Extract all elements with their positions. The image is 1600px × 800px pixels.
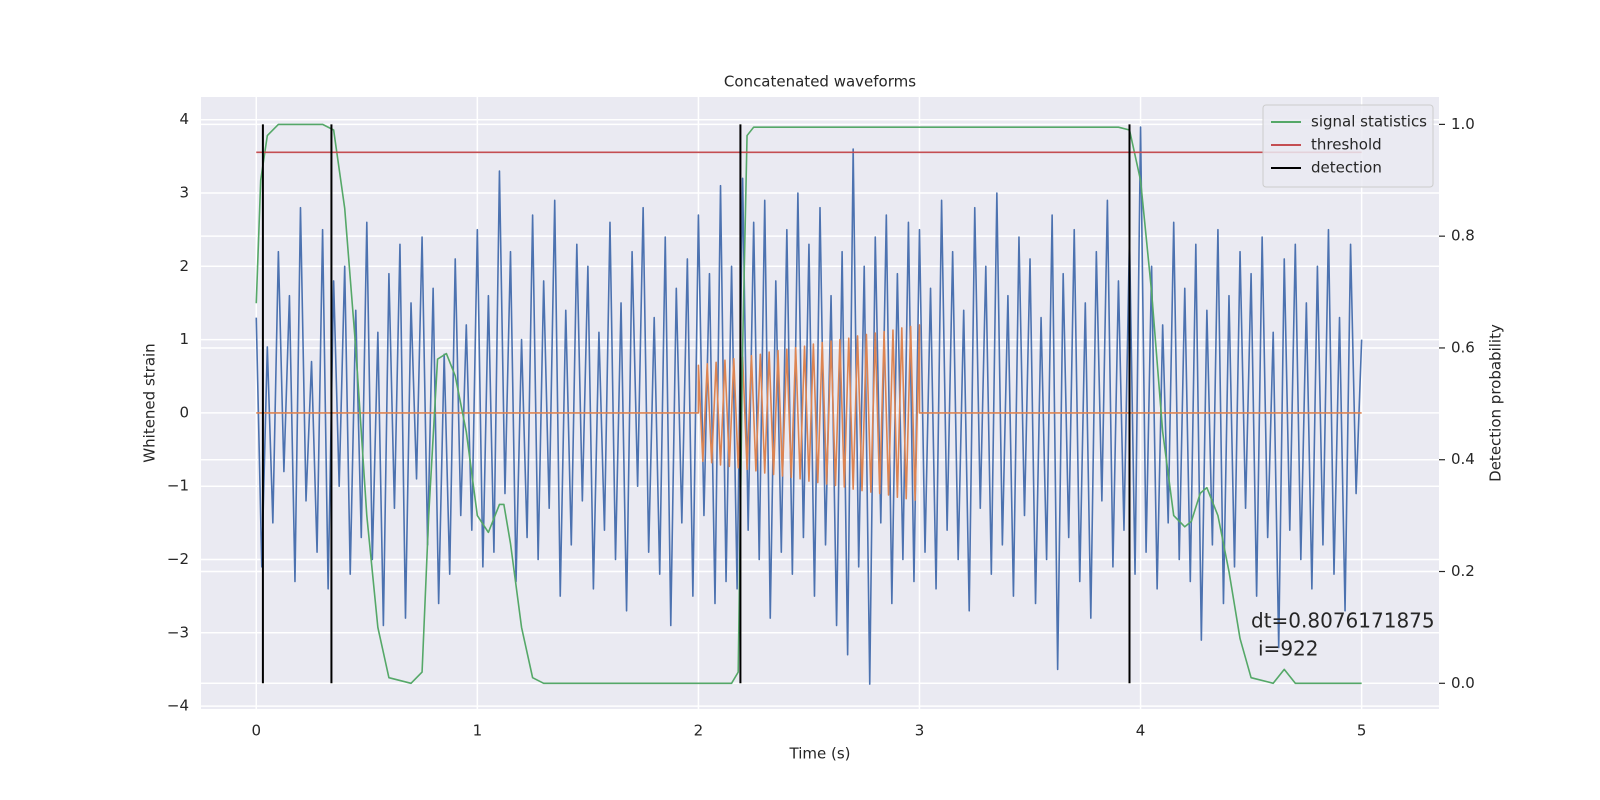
y-tick-label: 1 bbox=[179, 330, 189, 348]
annotation: dt=0.8076171875 bbox=[1251, 609, 1435, 633]
y2-tick-label: 0.2 bbox=[1451, 562, 1475, 580]
y2-tick-label: 0.4 bbox=[1451, 450, 1475, 468]
y-axis-label: Whitened strain bbox=[141, 343, 159, 462]
series-line bbox=[255, 126, 1363, 685]
y-tick-label: 3 bbox=[179, 184, 189, 202]
y-tick-label: −2 bbox=[167, 550, 189, 568]
legend-box bbox=[1262, 104, 1434, 188]
y-tick-label: 2 bbox=[179, 257, 189, 275]
chart-title: Concatenated waveforms bbox=[724, 73, 916, 91]
x-tick-label: 2 bbox=[694, 722, 704, 740]
y-tick-label: 4 bbox=[179, 110, 189, 128]
y-tick-label: −4 bbox=[167, 697, 189, 715]
legend-label: signal statistics bbox=[1311, 113, 1427, 131]
legend-label: threshold bbox=[1311, 136, 1382, 154]
annotation: i=922 bbox=[1258, 637, 1319, 661]
x-axis-label: Time (s) bbox=[789, 745, 851, 763]
x-tick-label: 1 bbox=[473, 722, 483, 740]
x-tick-label: 5 bbox=[1357, 722, 1367, 740]
x-tick-label: 0 bbox=[251, 722, 261, 740]
y-tick-label: −1 bbox=[167, 477, 189, 495]
y2-tick-label: 0.0 bbox=[1451, 674, 1475, 692]
y2-tick-label: 0.8 bbox=[1451, 227, 1475, 245]
legend-label: detection bbox=[1311, 159, 1382, 177]
y2-tick-label: 1.0 bbox=[1451, 115, 1475, 133]
series-line bbox=[256, 324, 1362, 501]
y-tick-label: 0 bbox=[179, 403, 189, 421]
y-tick-label: −3 bbox=[167, 623, 189, 641]
y2-axis-label: Detection probability bbox=[1487, 324, 1505, 482]
x-tick-label: 3 bbox=[915, 722, 925, 740]
x-tick-label: 4 bbox=[1136, 722, 1146, 740]
y2-tick-label: 0.6 bbox=[1451, 338, 1475, 356]
series-line bbox=[255, 123, 1362, 685]
